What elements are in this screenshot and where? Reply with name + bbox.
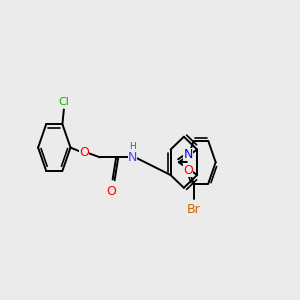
Text: N: N [128, 151, 137, 164]
Text: O: O [183, 164, 193, 177]
Text: H: H [129, 142, 136, 151]
Text: N: N [183, 148, 193, 161]
Text: Br: Br [187, 203, 200, 216]
Text: O: O [79, 146, 89, 159]
Text: O: O [106, 185, 116, 198]
Text: Cl: Cl [58, 97, 69, 107]
